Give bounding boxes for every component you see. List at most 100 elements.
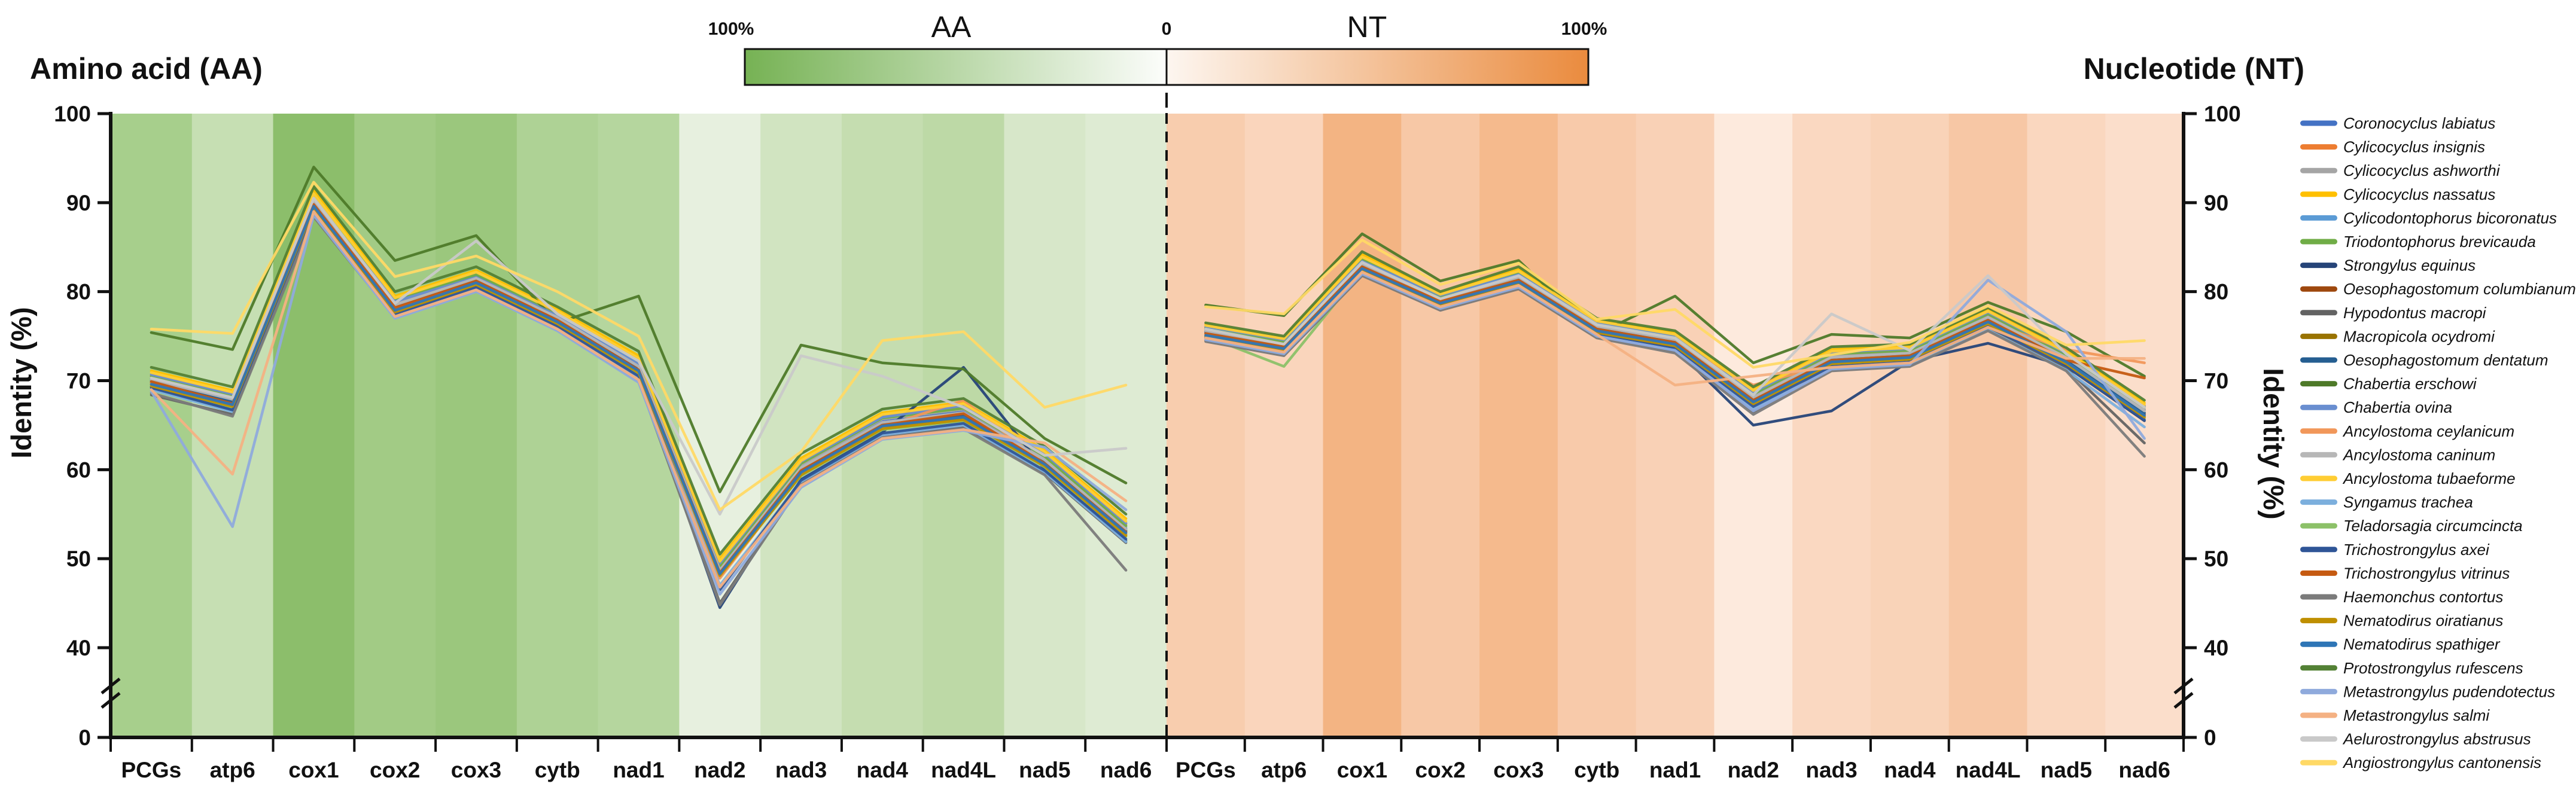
series-line-nt-nematodirus-spathiger bbox=[1204, 267, 2146, 417]
x-tick-label-aa-nad1: nad1 bbox=[613, 758, 664, 782]
legend-swatch bbox=[2300, 404, 2337, 410]
right-y-tick-label: 40 bbox=[2204, 636, 2228, 660]
legend-label: Protostrongylus rufescens bbox=[2343, 659, 2523, 677]
nt-gradient-bar bbox=[1165, 48, 1590, 86]
legend-swatch bbox=[2300, 286, 2337, 292]
identity-scale-legend: 100% AA 0 NT 100% bbox=[708, 10, 1607, 108]
legend-label: Hypodontus macropi bbox=[2343, 304, 2487, 322]
legend-label: Cylicodontophorus bicoronatus bbox=[2343, 209, 2557, 227]
axis-break-mark bbox=[2173, 678, 2194, 694]
legend-item-metastrongylus-pudendotectus: Metastrongylus pudendotectus bbox=[2300, 682, 2555, 700]
legend-label: Cylicocyclus nassatus bbox=[2343, 185, 2495, 203]
legend-swatch bbox=[2300, 381, 2337, 387]
x-tick-label-aa-nad6: nad6 bbox=[1100, 758, 1152, 782]
series-line-aa-protostrongylus-rufescens bbox=[150, 185, 1128, 556]
legend-swatch bbox=[2300, 594, 2337, 600]
axis-break-mark bbox=[2173, 692, 2194, 709]
legend-label: Coronocyclus labiatus bbox=[2343, 114, 2495, 132]
x-tick-label-nt-nad1: nad1 bbox=[1649, 758, 1701, 782]
nt-band-cox1 bbox=[1323, 114, 1402, 737]
nt-band-nad3 bbox=[1792, 114, 1871, 737]
legend-label: Trichostrongylus axei bbox=[2343, 541, 2490, 559]
right-y-tick-label: 70 bbox=[2204, 368, 2228, 393]
legend-swatch bbox=[2300, 475, 2337, 481]
legend-label: Ancylostoma caninum bbox=[2342, 446, 2495, 463]
series-line-aa-nematodirus-spathiger bbox=[150, 205, 1128, 575]
left-y-tick-label: 90 bbox=[66, 191, 91, 215]
right-y-tick-label: 50 bbox=[2204, 547, 2228, 571]
legend-label: Ancylostoma ceylanicum bbox=[2342, 422, 2514, 440]
axis-break-mark bbox=[101, 692, 121, 709]
legend-item-ancylostoma-tubaeforme: Ancylostoma tubaeforme bbox=[2300, 469, 2516, 487]
scale-zero-label: 0 bbox=[1162, 19, 1172, 39]
x-tick-label-aa-nad4l: nad4L bbox=[931, 758, 996, 782]
x-tick-label-nt-nad6: nad6 bbox=[2118, 758, 2170, 782]
legend-item-protostrongylus-rufescens: Protostrongylus rufescens bbox=[2300, 659, 2523, 677]
legend-swatch bbox=[2300, 357, 2337, 363]
legend-label: Metastrongylus pudendotectus bbox=[2343, 682, 2555, 700]
scale-right-100-label: 100% bbox=[1561, 19, 1607, 39]
left-y-tick-label: 50 bbox=[66, 547, 91, 571]
legend-swatch bbox=[2300, 641, 2337, 647]
x-tick-label-aa-nad4: nad4 bbox=[857, 758, 909, 782]
aa-band-atp6 bbox=[191, 114, 274, 737]
legend-label: Oesophagostomum dentatum bbox=[2343, 351, 2548, 369]
legend-swatch bbox=[2300, 263, 2337, 269]
series-line-aa-angiostrongylus-cantonensis bbox=[150, 181, 1128, 511]
x-tick-label-nt-nad3: nad3 bbox=[1805, 758, 1857, 782]
series-line-aa-ancylostoma-tubaeforme bbox=[150, 192, 1128, 563]
legend-label: Macropicola ocydromi bbox=[2343, 327, 2495, 345]
legend-label: Cylicocyclus insignis bbox=[2343, 138, 2485, 156]
x-tick-label-nt-atp6: atp6 bbox=[1261, 758, 1307, 782]
legend-swatch bbox=[2300, 191, 2337, 197]
legend-label: Metastrongylus salmi bbox=[2343, 706, 2490, 724]
legend-label: Nematodirus oiratianus bbox=[2343, 612, 2503, 630]
x-tick-label-aa-atp6: atp6 bbox=[210, 758, 255, 782]
right-y-tick-label: 80 bbox=[2204, 280, 2228, 304]
x-tick-label-nt-nad4l: nad4L bbox=[1956, 758, 2021, 782]
x-tick-label-nt-cox2: cox2 bbox=[1415, 758, 1466, 782]
legend-swatch bbox=[2300, 452, 2337, 458]
legend-label: Chabertia ovina bbox=[2343, 398, 2452, 416]
legend-label: Aelurostrongylus abstrusus bbox=[2342, 730, 2531, 748]
x-tick-label-aa-cox2: cox2 bbox=[370, 758, 420, 782]
legend-label: Teladorsagia circumcincta bbox=[2343, 517, 2523, 535]
legend-swatch bbox=[2300, 736, 2337, 742]
legend-item-cylicodontophorus-bicoronatus: Cylicodontophorus bicoronatus bbox=[2300, 209, 2557, 227]
nt-band-nad4 bbox=[1870, 114, 1950, 737]
aa-band-nad6 bbox=[1085, 114, 1167, 737]
legend-item-triodontophorus-brevicauda: Triodontophorus brevicauda bbox=[2300, 233, 2536, 251]
legend-item-oesophagostomum-dentatum: Oesophagostomum dentatum bbox=[2300, 351, 2548, 369]
legend-item-chabertia-ovina: Chabertia ovina bbox=[2300, 398, 2452, 416]
legend-item-syngamus-trachea: Syngamus trachea bbox=[2300, 493, 2473, 511]
legend-label: Oesophagostomum columbianum bbox=[2343, 280, 2576, 298]
legend-item-angiostrongylus-cantonensis: Angiostrongylus cantonensis bbox=[2300, 754, 2541, 771]
legend-item-trichostrongylus-vitrinus: Trichostrongylus vitrinus bbox=[2300, 564, 2510, 582]
legend-label: Angiostrongylus cantonensis bbox=[2342, 754, 2541, 771]
legend-item-nematodirus-oiratianus: Nematodirus oiratianus bbox=[2300, 612, 2503, 630]
legend-swatch bbox=[2300, 712, 2337, 718]
series-line-aa-metastrongylus-salmi bbox=[150, 210, 1128, 589]
x-tick-label-aa-nad3: nad3 bbox=[775, 758, 827, 782]
legend-item-cylicocyclus-insignis: Cylicocyclus insignis bbox=[2300, 138, 2485, 156]
series-line-nt-chabertia-erschowi bbox=[1204, 232, 2146, 378]
nt-band-atp6 bbox=[1244, 114, 1324, 737]
legend-swatch bbox=[2300, 760, 2337, 766]
aa-gradient-bar bbox=[744, 48, 1168, 86]
legend-item-teladorsagia-circumcincta: Teladorsagia circumcincta bbox=[2300, 517, 2523, 535]
x-tick-label-nt-cox1: cox1 bbox=[1337, 758, 1387, 782]
legend-swatch bbox=[2300, 428, 2337, 434]
aa-band-cytb bbox=[516, 114, 599, 737]
legend-item-oesophagostomum-columbianum: Oesophagostomum columbianum bbox=[2300, 280, 2576, 298]
species-legend: Coronocyclus labiatus Cylicocyclus insign… bbox=[2300, 114, 2576, 771]
background-bands bbox=[111, 114, 2184, 737]
legend-item-cylicocyclus-nassatus: Cylicocyclus nassatus bbox=[2300, 185, 2495, 203]
legend-label: Cylicocyclus ashworthi bbox=[2343, 161, 2501, 179]
series-line-nt-ancylostoma-tubaeforme bbox=[1204, 255, 2146, 406]
nt-band-cytb bbox=[1557, 114, 1637, 737]
series-line-nt-angiostrongylus-cantonensis bbox=[1204, 239, 2146, 369]
legend-swatch bbox=[2300, 333, 2337, 339]
series-line-aa-chabertia-erschowi bbox=[150, 166, 1128, 493]
legend-item-trichostrongylus-axei: Trichostrongylus axei bbox=[2300, 541, 2490, 559]
right-y-tick-label: 0 bbox=[2204, 725, 2216, 750]
